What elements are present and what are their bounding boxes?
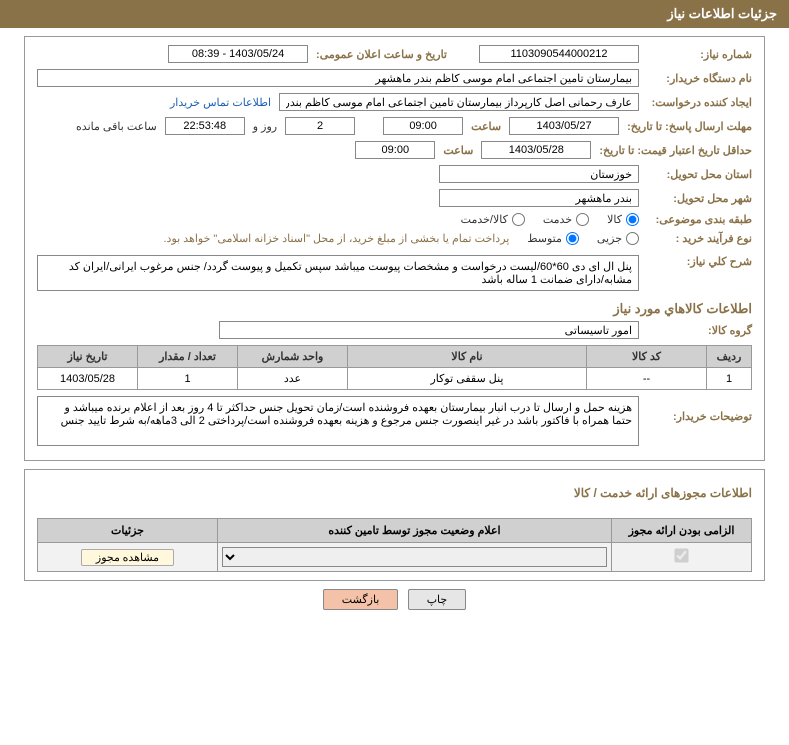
cell-row: 1 xyxy=(707,368,752,390)
footer-buttons: چاپ بازگشت xyxy=(0,589,789,616)
col-name: نام کالا xyxy=(348,346,587,368)
delivery-province-label: استان محل تحویل: xyxy=(647,168,752,181)
need-desc-textarea[interactable] xyxy=(37,255,639,291)
delivery-province-input[interactable] xyxy=(439,165,639,183)
time-label-1: ساعت xyxy=(471,120,501,133)
cell-need-date: 1403/05/28 xyxy=(38,368,138,390)
announce-datetime-label: تاریخ و ساعت اعلان عمومی: xyxy=(316,48,447,61)
back-button[interactable]: بازگشت xyxy=(323,589,399,610)
col-code: کد کالا xyxy=(587,346,707,368)
cell-details: مشاهده مجوز xyxy=(38,543,218,572)
buyer-notes-textarea[interactable] xyxy=(37,396,639,446)
purchase-note: پرداخت تمام یا بخشی از مبلغ خرید، از محل… xyxy=(164,232,510,245)
radio-medium-label: متوسط xyxy=(527,232,562,245)
main-form-container: شماره نیاز: تاریخ و ساعت اعلان عمومی: نا… xyxy=(24,36,765,461)
radio-medium[interactable] xyxy=(566,232,579,245)
col-row: ردیف xyxy=(707,346,752,368)
category-label: طبقه بندی موضوعی: xyxy=(647,213,752,226)
need-number-input[interactable] xyxy=(479,45,639,63)
response-deadline-time-input[interactable] xyxy=(383,117,463,135)
col-details: جزئیات xyxy=(38,519,218,543)
goods-table: ردیف کد کالا نام کالا واحد شمارش تعداد /… xyxy=(37,345,752,390)
response-deadline-date-input[interactable] xyxy=(509,117,619,135)
col-qty: تعداد / مقدار xyxy=(138,346,238,368)
view-license-button[interactable]: مشاهده مجوز xyxy=(81,549,174,566)
radio-partial-label: جزیی xyxy=(597,232,622,245)
radio-goods-label: کالا xyxy=(607,213,622,226)
cell-mandatory xyxy=(612,543,752,572)
table-row: 1 -- پنل سقفی توکار عدد 1 1403/05/28 xyxy=(38,368,752,390)
buyer-contact-link[interactable]: اطلاعات تماس خریدار xyxy=(170,96,271,109)
cell-unit: عدد xyxy=(238,368,348,390)
time-remaining-label: ساعت باقی مانده xyxy=(76,120,157,133)
radio-partial[interactable] xyxy=(626,232,639,245)
goods-info-title: اطلاعات کالاهاي مورد نياز xyxy=(37,301,752,317)
purchase-process-label: نوع فرآیند خرید : xyxy=(647,232,752,245)
print-button[interactable]: چاپ xyxy=(408,589,467,610)
need-desc-label: شرح کلي نياز: xyxy=(647,255,752,268)
col-mandatory: الزامی بودن ارائه مجوز xyxy=(612,519,752,543)
license-table: الزامی بودن ارائه مجوز اعلام وضعیت مجوز … xyxy=(37,518,752,572)
license-section-title: اطلاعات مجوزهای ارائه خدمت / کالا xyxy=(37,486,752,500)
cell-status xyxy=(218,543,612,572)
license-row: مشاهده مجوز xyxy=(38,543,752,572)
status-select[interactable] xyxy=(222,547,607,567)
cell-code: -- xyxy=(587,368,707,390)
price-validity-time-input[interactable] xyxy=(355,141,435,159)
requester-label: ایجاد کننده درخواست: xyxy=(647,96,752,109)
page-header: جزئیات اطلاعات نیاز xyxy=(0,0,789,28)
days-label: روز و xyxy=(253,120,277,133)
radio-goods[interactable] xyxy=(626,213,639,226)
category-radio-group: کالا خدمت کالا/خدمت xyxy=(461,213,639,226)
goods-group-input[interactable] xyxy=(219,321,639,339)
price-validity-date-input[interactable] xyxy=(481,141,591,159)
col-status: اعلام وضعیت مجوز توسط تامین کننده xyxy=(218,519,612,543)
requester-input[interactable] xyxy=(279,93,639,111)
time-label-2: ساعت xyxy=(443,144,473,157)
radio-service[interactable] xyxy=(576,213,589,226)
price-validity-label: حداقل تاریخ اعتبار قیمت: تا تاریخ: xyxy=(599,144,752,157)
response-deadline-label: مهلت ارسال پاسخ: تا تاریخ: xyxy=(627,120,752,133)
buyer-org-label: نام دستگاه خریدار: xyxy=(647,72,752,85)
buyer-notes-label: توضیحات خریدار: xyxy=(647,396,752,423)
radio-service-label: خدمت xyxy=(543,213,572,226)
mandatory-checkbox xyxy=(674,548,688,562)
col-need-date: تاریخ نیاز xyxy=(38,346,138,368)
time-remaining-input[interactable] xyxy=(165,117,245,135)
goods-group-label: گروه کالا: xyxy=(647,324,752,337)
col-unit: واحد شمارش xyxy=(238,346,348,368)
delivery-city-label: شهر محل تحویل: xyxy=(647,192,752,205)
radio-goods-service-label: کالا/خدمت xyxy=(461,213,508,226)
license-container: اطلاعات مجوزهای ارائه خدمت / کالا الزامی… xyxy=(24,469,765,581)
buyer-org-input[interactable] xyxy=(37,69,639,87)
cell-name: پنل سقفی توکار xyxy=(348,368,587,390)
days-remaining-input[interactable] xyxy=(285,117,355,135)
announce-datetime-input[interactable] xyxy=(168,45,308,63)
process-radio-group: جزیی متوسط xyxy=(527,232,639,245)
delivery-city-input[interactable] xyxy=(439,189,639,207)
cell-qty: 1 xyxy=(138,368,238,390)
radio-goods-service[interactable] xyxy=(512,213,525,226)
need-number-label: شماره نیاز: xyxy=(647,48,752,61)
